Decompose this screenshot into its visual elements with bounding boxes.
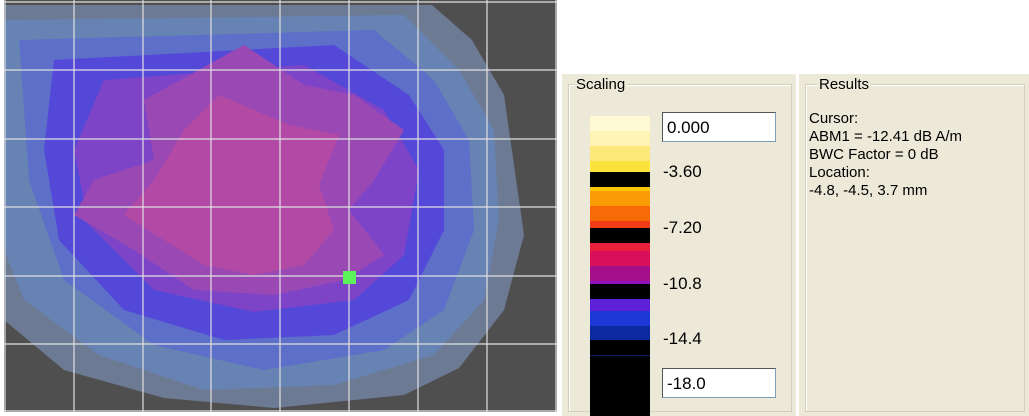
color-scale-band: [590, 326, 650, 341]
contour-level-7: [124, 95, 339, 275]
scaling-legend: Scaling: [574, 76, 628, 93]
color-scale-band: [590, 191, 650, 206]
color-scale-band: [590, 266, 650, 281]
color-scale-band: [590, 146, 650, 161]
color-scale-band: [590, 131, 650, 146]
cursor-marker[interactable]: [343, 271, 356, 284]
scale-tick-label: -14.4: [663, 329, 702, 348]
scale-separator-line: [590, 228, 650, 243]
color-scale-bar: [590, 116, 650, 416]
scaling-panel: Scaling 0.000 -3.60 -7.20 -10.8 -14.4 -1…: [562, 74, 796, 416]
color-scale-band: [590, 311, 650, 326]
results-groupbox: [805, 84, 1025, 412]
color-scale-band: [590, 356, 650, 371]
color-scale-band: [590, 251, 650, 266]
results-legend: Results: [817, 76, 872, 93]
color-scale-band: [590, 116, 650, 131]
scale-tick-label: -7.20: [663, 218, 702, 237]
results-panel: Results Cursor: ABM1 = -12.41 dB A/m BWC…: [799, 74, 1029, 416]
color-scale-band: [590, 371, 650, 416]
grid-lines: [4, 0, 557, 412]
max-value-input[interactable]: 0.000: [662, 112, 776, 142]
results-line: BWC Factor = 0 dB: [809, 146, 939, 163]
results-line: -4.8, -4.5, 3.7 mm: [809, 182, 928, 199]
scale-tick-label: -3.60: [663, 162, 702, 181]
scale-tick-label: -10.8: [663, 274, 702, 293]
scale-separator-line: [590, 340, 650, 355]
results-line: ABM1 = -12.41 dB A/m: [809, 128, 962, 145]
color-scale-band: [590, 296, 650, 311]
results-line: Cursor:: [809, 110, 859, 127]
contour-layers: [4, 5, 524, 408]
field-contour-map[interactable]: [4, 0, 557, 412]
scale-separator-line: [590, 284, 650, 299]
scaling-groupbox: [568, 84, 792, 412]
color-scale-band: [590, 206, 650, 221]
min-value-input[interactable]: -18.0: [662, 368, 776, 398]
results-line: Location:: [809, 164, 870, 181]
scale-separator-line: [590, 172, 650, 187]
